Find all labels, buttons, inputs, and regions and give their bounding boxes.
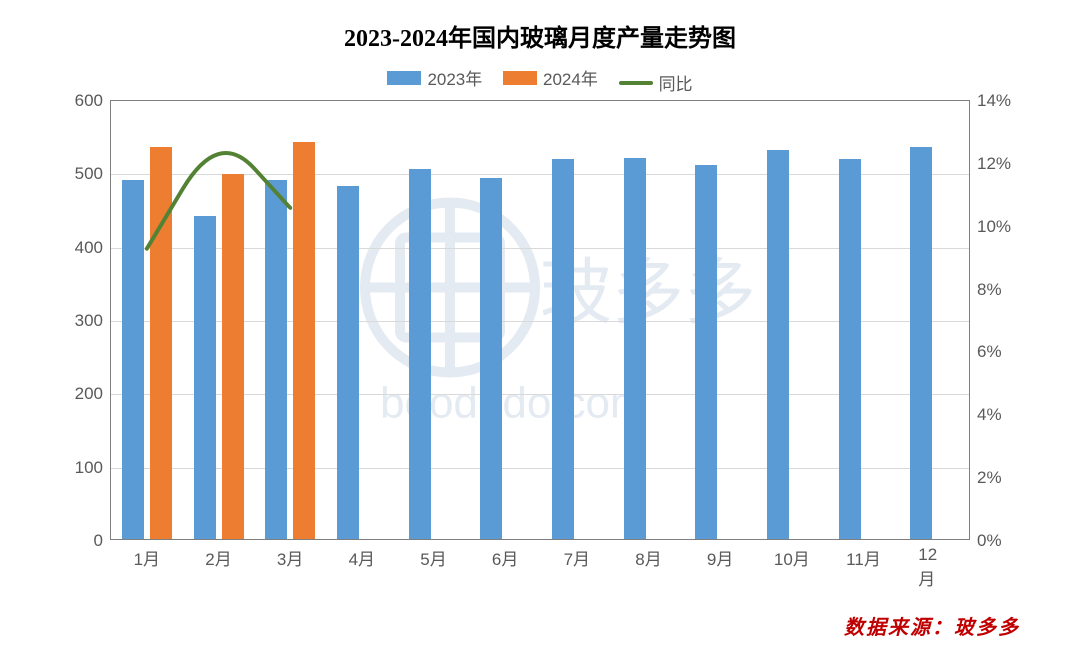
legend-item-yoy: 同比 — [619, 70, 693, 95]
x-axis-label: 5月 — [420, 539, 446, 570]
data-source: 数据来源：玻多多 — [844, 611, 1020, 640]
y-axis-left-label: 0 — [94, 531, 111, 551]
y-axis-right-label: 10% — [969, 217, 1011, 237]
y-axis-right-label: 0% — [969, 531, 1002, 551]
x-axis-label: 2月 — [205, 539, 231, 570]
legend-label: 2023年 — [427, 65, 482, 90]
x-axis-label: 8月 — [635, 539, 661, 570]
legend-item-2023: 2023年 — [387, 65, 482, 90]
y-axis-right-label: 4% — [969, 405, 1002, 425]
y-axis-right-label: 8% — [969, 280, 1002, 300]
legend-line-yoy — [619, 81, 653, 85]
yoy-line — [111, 101, 969, 539]
legend: 2023年 2024年 同比 — [0, 65, 1080, 95]
y-axis-left-label: 100 — [75, 458, 111, 478]
legend-label: 2024年 — [543, 65, 598, 90]
y-axis-left-label: 600 — [75, 91, 111, 111]
x-axis-label: 12月 — [918, 539, 952, 590]
y-axis-left-label: 200 — [75, 384, 111, 404]
y-axis-right-label: 2% — [969, 468, 1002, 488]
legend-swatch-2023 — [387, 71, 421, 85]
x-axis-label: 7月 — [564, 539, 590, 570]
x-axis-label: 1月 — [134, 539, 160, 570]
y-axis-left-label: 400 — [75, 238, 111, 258]
x-axis-label: 11月 — [846, 539, 881, 570]
x-axis-label: 4月 — [349, 539, 375, 570]
legend-item-2024: 2024年 — [503, 65, 598, 90]
plot-area: 玻多多 boododo.com 01002003004005006000%2%4… — [110, 100, 970, 540]
y-axis-right-label: 6% — [969, 342, 1002, 362]
legend-label: 同比 — [659, 70, 693, 95]
x-axis-label: 9月 — [707, 539, 733, 570]
y-axis-left-label: 500 — [75, 164, 111, 184]
x-axis-label: 6月 — [492, 539, 518, 570]
chart-title: 2023-2024年国内玻璃月度产量走势图 — [0, 0, 1080, 53]
x-axis-label: 3月 — [277, 539, 303, 570]
y-axis-left-label: 300 — [75, 311, 111, 331]
x-axis-label: 10月 — [774, 539, 810, 570]
y-axis-right-label: 12% — [969, 154, 1011, 174]
legend-swatch-2024 — [503, 71, 537, 85]
chart-container: 玻多多 boododo.com 01002003004005006000%2%4… — [60, 100, 1020, 570]
y-axis-right-label: 14% — [969, 91, 1011, 111]
